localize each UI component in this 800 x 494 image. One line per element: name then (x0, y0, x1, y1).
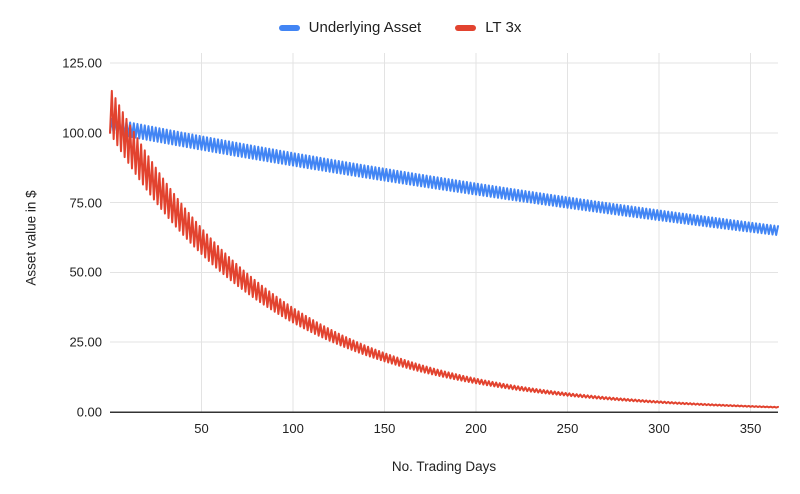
y-tick-label: 25.00 (69, 334, 102, 350)
chart-legend: Underlying Asset LT 3x (0, 19, 800, 36)
legend-label-lt3x: LT 3x (485, 19, 522, 36)
legend-item-underlying-asset[interactable]: Underlying Asset (278, 19, 422, 36)
y-tick-label: 0.00 (76, 404, 102, 420)
legend-item-lt3x[interactable]: LT 3x (455, 19, 521, 36)
legend-swatch-lt3x-icon (455, 24, 477, 31)
y-tick-label: 50.00 (69, 264, 102, 280)
y-tick-label: 100.00 (62, 125, 102, 141)
x-tick-label: 350 (739, 421, 762, 436)
y-axis-title: Asset value in $ (23, 190, 39, 286)
y-tick-label: 75.00 (69, 195, 102, 211)
legend-swatch-underlying-asset-icon (278, 24, 300, 31)
x-tick-label: 250 (556, 421, 579, 436)
x-tick-label: 300 (648, 421, 670, 436)
series-line-underlying-asset[interactable] (109, 117, 779, 236)
series-line-lt-3x[interactable] (109, 89, 779, 409)
y-tick-label: 125.00 (62, 55, 102, 71)
x-tick-label: 100 (282, 421, 304, 436)
legend-label-underlying-asset: Underlying Asset (308, 19, 422, 36)
x-axis-title: No. Trading Days (391, 459, 497, 474)
x-tick-label: 200 (465, 421, 487, 436)
x-tick-label: 50 (194, 421, 209, 436)
x-tick-label: 150 (373, 421, 396, 436)
